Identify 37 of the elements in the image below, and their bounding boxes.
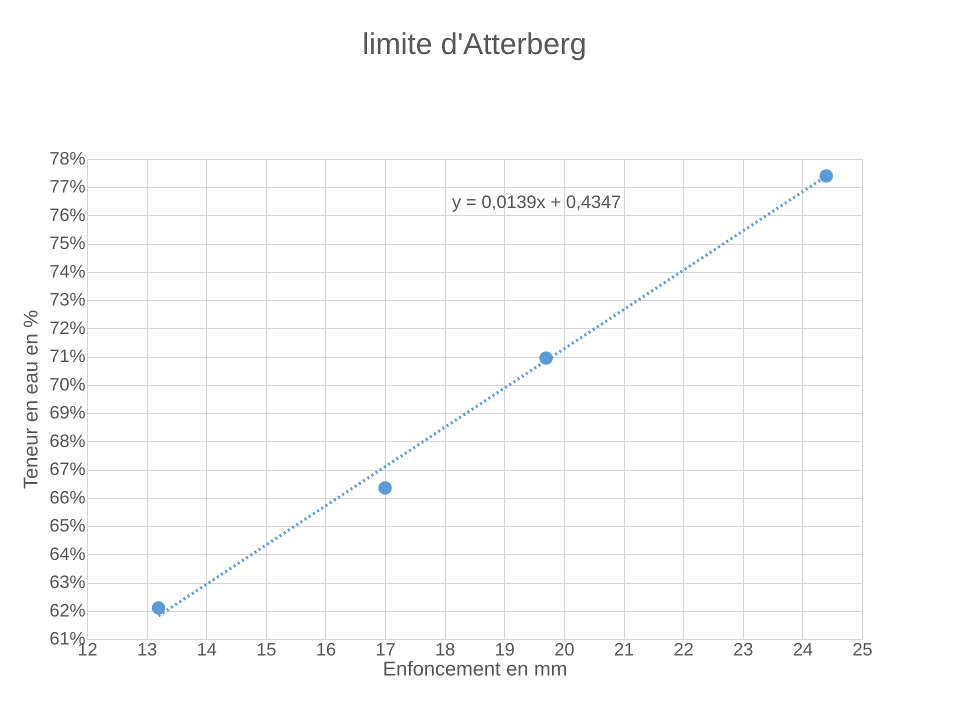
x-tick-label: 25 [852,640,873,660]
y-tick-label: 63% [49,572,86,592]
y-tick-label: 65% [49,516,86,536]
y-tick-label: 64% [49,544,86,564]
y-tick-label: 62% [49,600,86,620]
x-tick-label: 13 [137,640,158,660]
x-tick-label: 16 [316,640,336,660]
x-tick-label: 21 [614,640,634,660]
y-tick-label: 67% [49,459,86,480]
y-axis-title: Teneur en eau en % [20,310,42,490]
x-tick-label: 20 [554,640,574,660]
y-tick-label: 73% [49,290,86,310]
x-tick-label: 23 [733,640,754,660]
x-tick-label: 22 [674,640,694,660]
y-tick-label: 69% [49,402,86,423]
x-tick-label: 19 [494,640,515,660]
y-tick-label: 72% [49,318,86,338]
x-tick-label: 14 [196,640,217,660]
y-tick-label: 66% [49,487,86,508]
point [820,169,833,183]
chart-title: limite d'Atterberg [362,28,587,61]
y-tick-label: 78% [49,148,86,168]
y-tick-label: 71% [49,346,86,366]
x-axis-title: Enfoncement en mm [382,658,568,680]
x-tick-label: 17 [376,640,396,660]
annotation: y = 0,0139x + 0,4347 [452,192,622,212]
y-tick-label: 75% [49,233,86,254]
y-tick-label: 68% [49,430,86,451]
x-tick-label: 18 [435,640,456,660]
point [378,481,392,495]
x-tick-label: 15 [256,640,276,660]
y-tick-label: 70% [49,374,86,394]
point [152,601,166,615]
y-tick-label: 74% [49,261,86,282]
y-tick-label: 77% [49,176,86,197]
y-tick-label: 76% [49,204,86,225]
x-tick-label: 24 [792,640,813,660]
